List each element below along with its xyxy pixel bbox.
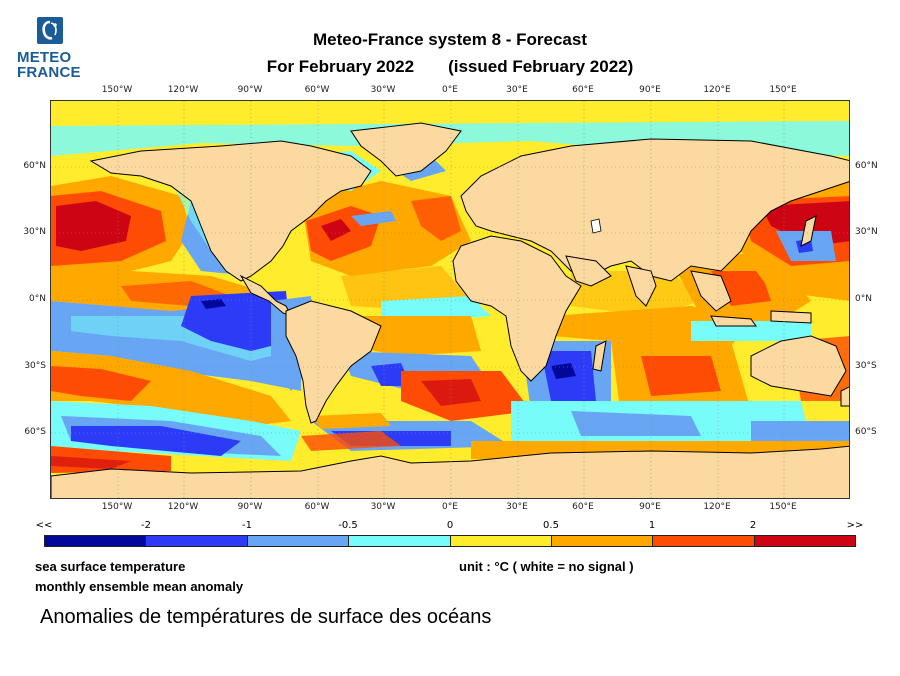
graticule <box>51 101 849 498</box>
lon-tick: 150°W <box>101 85 133 95</box>
lon-tick: 60°W <box>304 502 330 512</box>
lon-tick: 0°E <box>442 85 458 95</box>
lon-tick: 120°E <box>703 502 731 512</box>
land-masses <box>51 122 849 498</box>
chart-subtitle: For February 2022 (issued February 2022) <box>0 57 900 77</box>
lon-tick: 150°E <box>769 85 797 95</box>
lon-tick: 30°E <box>506 502 528 512</box>
colorbar <box>44 535 856 547</box>
lat-tick: 30°N <box>855 227 878 237</box>
colorbar-label: -2 <box>141 520 151 531</box>
colorbar-segment <box>146 536 248 546</box>
statistic-caption: monthly ensemble mean anomaly <box>35 579 244 594</box>
lat-tick: 30°N <box>23 227 46 237</box>
variable-caption: sea surface temperature <box>35 559 186 574</box>
colorbar-segment <box>349 536 451 546</box>
lat-tick: 0°N <box>29 294 46 304</box>
forecast-month: For February 2022 <box>266 57 415 76</box>
colorbar-segment <box>754 536 855 546</box>
colorbar-segment <box>45 536 147 546</box>
logo-line-2: FRANCE <box>17 64 81 81</box>
logo-emblem-icon <box>37 17 63 44</box>
lon-tick: 150°W <box>101 502 133 512</box>
colorbar-segment <box>551 536 654 546</box>
lat-tick: 30°S <box>855 361 877 371</box>
colorbar-segment <box>653 536 755 546</box>
lon-tick: 30°E <box>506 85 528 95</box>
unit-caption: unit : °C ( white = no signal ) <box>459 559 634 574</box>
colorbar-label: 0 <box>446 520 454 531</box>
colorbar-label: >> <box>846 520 864 531</box>
lat-tick: 60°S <box>855 427 877 437</box>
lon-tick: 0°E <box>442 502 458 512</box>
lon-tick: 90°W <box>237 85 263 95</box>
lon-tick: 90°W <box>237 502 263 512</box>
lon-tick: 60°W <box>304 85 330 95</box>
lat-tick: 30°S <box>24 361 46 371</box>
lat-tick: 60°N <box>23 161 46 171</box>
map-canvas <box>51 101 849 498</box>
lon-tick: 150°E <box>769 502 797 512</box>
lon-tick: 60°E <box>572 85 594 95</box>
colorbar-segment <box>247 536 350 546</box>
sst-anomaly-map <box>50 100 850 499</box>
lon-tick: 120°W <box>167 85 199 95</box>
colorbar-label: 2 <box>749 520 757 531</box>
lon-tick: 30°W <box>370 85 396 95</box>
lon-tick: 30°W <box>370 502 396 512</box>
lon-tick: 90°E <box>639 502 661 512</box>
colorbar-segment <box>450 536 552 546</box>
colorbar-label: 0.5 <box>543 520 559 531</box>
lat-tick: 0°N <box>855 294 872 304</box>
issue-date: (issued February 2022) <box>448 57 634 76</box>
lon-tick: 90°E <box>639 85 661 95</box>
colorbar-label: << <box>35 520 53 531</box>
lon-tick: 120°W <box>167 502 199 512</box>
lat-tick: 60°S <box>24 427 46 437</box>
colorbar-label: 1 <box>648 520 656 531</box>
meteo-france-logo: METEO FRANCE <box>17 17 83 83</box>
logo-text: METEO FRANCE <box>17 50 83 80</box>
chart-title: Meteo-France system 8 - Forecast <box>313 30 587 49</box>
lat-tick: 60°N <box>855 161 878 171</box>
colorbar-label: -0.5 <box>338 520 358 531</box>
french-title: Anomalies de températures de surface des… <box>40 606 492 628</box>
lon-tick: 120°E <box>703 85 731 95</box>
anomaly-field <box>51 101 849 498</box>
colorbar-label: -1 <box>242 520 252 531</box>
logo-line-1: METEO <box>17 49 72 66</box>
lon-tick: 60°E <box>572 502 594 512</box>
